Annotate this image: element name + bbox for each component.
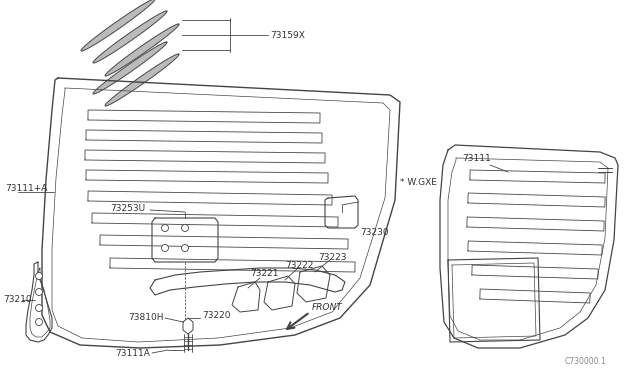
Text: FRONT: FRONT bbox=[312, 304, 343, 312]
Polygon shape bbox=[93, 42, 167, 94]
Text: C730000.1: C730000.1 bbox=[565, 357, 607, 366]
Circle shape bbox=[182, 244, 189, 251]
Text: 73223: 73223 bbox=[318, 253, 346, 263]
Text: 73220: 73220 bbox=[202, 311, 230, 320]
Circle shape bbox=[35, 318, 42, 326]
Text: 73159X: 73159X bbox=[270, 31, 305, 39]
Text: 73221: 73221 bbox=[250, 269, 278, 279]
Circle shape bbox=[35, 273, 42, 279]
Text: 73111+A: 73111+A bbox=[5, 183, 47, 192]
Circle shape bbox=[35, 305, 42, 311]
Text: 73810H: 73810H bbox=[128, 312, 163, 321]
Text: 73222: 73222 bbox=[285, 260, 314, 269]
Polygon shape bbox=[81, 0, 155, 51]
Polygon shape bbox=[105, 54, 179, 106]
Text: 73253U: 73253U bbox=[110, 203, 145, 212]
Circle shape bbox=[161, 224, 168, 231]
Circle shape bbox=[35, 289, 42, 295]
Text: 73111: 73111 bbox=[462, 154, 491, 163]
Polygon shape bbox=[93, 11, 167, 63]
Text: 73111A: 73111A bbox=[115, 349, 150, 357]
Polygon shape bbox=[105, 24, 179, 76]
Circle shape bbox=[161, 244, 168, 251]
Text: 73230: 73230 bbox=[360, 228, 388, 237]
Text: * W.GXE: * W.GXE bbox=[400, 177, 437, 186]
Circle shape bbox=[182, 224, 189, 231]
Text: 73210: 73210 bbox=[3, 295, 31, 305]
